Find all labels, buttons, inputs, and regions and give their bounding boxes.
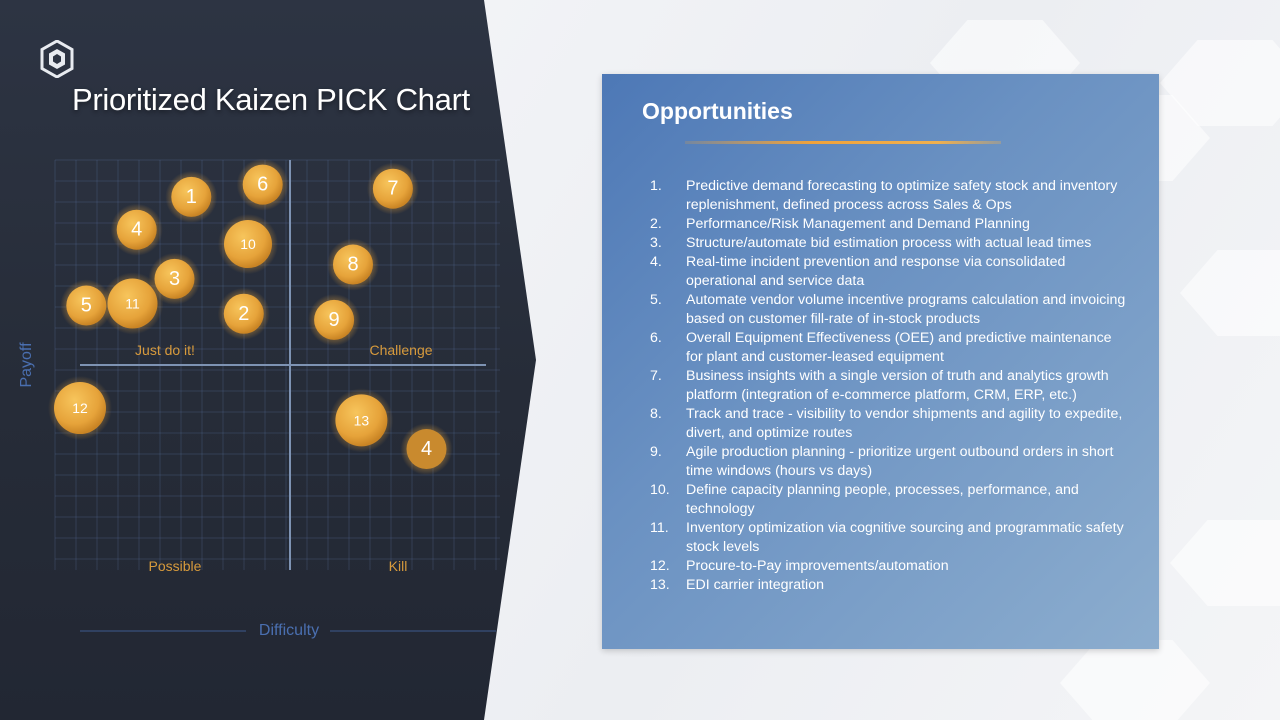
opportunity-text: Procure-to-Pay improvements/automation [686,558,949,574]
quadrant-label-kill: Kill [389,558,408,574]
bubble-circle [171,176,212,217]
opportunity-number: 8. [650,406,662,422]
bubble-label: 7 [387,178,398,200]
bubble-label: 11 [125,296,140,312]
opportunity-text: Define capacity planning people, process… [686,482,1079,517]
bubble-1: 1 [165,170,218,223]
bubble-label: 8 [347,254,358,276]
bubble-circle [335,394,388,447]
opportunity-item: 3. Structure/automate bid estimation proc… [650,234,1130,253]
bubble-label: 6 [257,174,268,196]
bubble-5: 5 [60,279,113,332]
opportunity-item: 4. Real-time incident prevention and resp… [650,253,1130,291]
opportunity-text: Track and trace - visibility to vendor s… [686,406,1123,441]
opportunity-number: 7. [650,368,662,384]
slide-title: Prioritized Kaizen PICK Chart [72,82,470,117]
bubble-7: 7 [366,162,419,215]
opportunity-number: 1. [650,178,662,194]
opportunity-text: Overall Equipment Effectiveness (OEE) an… [686,330,1112,365]
opportunity-text: Real-time incident prevention and respon… [686,254,1066,289]
bubble-4: 4 [110,203,163,256]
opportunity-item: 7. Business insights with a single versio… [650,367,1130,405]
bubble-label: 4 [131,219,142,241]
opportunity-text: Business insights with a single version … [686,368,1109,403]
pick-chart: Just do it! Challenge Possible Kill Diff… [18,158,500,639]
opportunity-number: 2. [650,216,662,232]
opportunity-number: 10. [650,482,670,498]
bubble-circle [224,220,272,269]
opportunity-number: 12. [650,558,670,574]
opportunity-text: Structure/automate bid estimation proces… [686,235,1092,251]
bubble-circle [116,209,157,250]
opportunity-item: 5. Automate vendor volume incentive progr… [650,291,1130,329]
bubble-circle [406,429,447,470]
bubble-12: 12 [48,376,112,441]
opportunity-item: 11. Inventory optimization via cognitive … [650,519,1130,557]
opportunity-number: 11. [650,520,669,536]
bubble-circle [372,168,413,209]
bubble-4: 4 [400,423,453,476]
background-hexagon [1180,250,1280,336]
background-hexagon [1060,640,1210,720]
bubble-circle [154,258,195,299]
opportunity-item: 1. Predictive demand forecasting to optim… [650,177,1130,215]
bubble-8: 8 [327,238,379,291]
bubble-label: 5 [81,295,92,317]
bubble-13: 13 [329,388,394,453]
opportunity-item: 13. EDI carrier integration [650,576,1130,595]
opportunity-item: 9. Agile production planning - prioritize… [650,443,1130,481]
chart-panel [0,0,536,720]
bubble-label: 2 [238,303,249,325]
bubble-circle [223,293,264,334]
bubble-label: 12 [72,400,88,416]
opportunity-number: 4. [650,254,662,270]
opportunity-item: 10. Define capacity planning people, proc… [650,481,1130,519]
bubble-11: 11 [101,272,164,335]
bubble-circle [333,244,373,285]
bubble-9: 9 [308,293,361,346]
opportunity-item: 6. Overall Equipment Effectiveness (OEE) … [650,329,1130,367]
opportunity-number: 3. [650,235,662,251]
quadrant-label-just-do-it: Just do it! [135,342,195,358]
opportunity-number: 9. [650,444,662,460]
bubble-circle [314,299,355,340]
opportunity-text: EDI carrier integration [686,577,824,593]
opportunity-text: Inventory optimization via cognitive sou… [686,520,1124,555]
background-hexagon [1170,520,1280,606]
opportunity-text: Predictive demand forecasting to optimiz… [686,178,1118,213]
bubble-6: 6 [236,158,289,211]
quadrant-label-challenge: Challenge [369,342,432,358]
bubble-circle [242,164,283,205]
bubble-10: 10 [218,214,278,275]
bubble-2: 2 [217,287,270,340]
opportunity-number: 6. [650,330,662,346]
y-axis-label: Payoff [18,342,35,388]
bubble-label: 3 [169,268,180,290]
bubble-label: 1 [186,186,197,208]
opportunity-text: Performance/Risk Management and Demand P… [686,216,1030,232]
opportunities-list: 1. Predictive demand forecasting to optim… [650,177,1130,595]
opportunity-item: 12. Procure-to-Pay improvements/automatio… [650,557,1130,576]
quadrant-label-possible: Possible [149,558,202,574]
opportunity-text: Agile production planning - prioritize u… [686,444,1114,479]
chart-bubbles: 1 6 7 4 10 8 3 5 11 2 9 12 13 4 [48,158,453,476]
opportunities-title: Opportunities [642,98,793,124]
bubble-label: 10 [240,236,256,252]
bubble-circle [54,382,106,435]
bubble-circle [66,285,107,326]
opportunity-number: 5. [650,292,662,308]
opportunity-item: 2. Performance/Risk Management and Demand… [650,215,1130,234]
bubble-label: 9 [329,309,340,331]
opportunities-card: Opportunities 1. Predictive demand foreca… [602,74,1159,649]
opportunity-number: 13. [650,577,670,593]
bubble-label: 13 [354,412,370,428]
bubble-circle [107,278,158,329]
bubble-label: 4 [421,438,432,460]
opportunity-item: 8. Track and trace - visibility to vendor… [650,405,1130,443]
title-underline [685,141,1001,144]
bubble-3: 3 [148,252,201,305]
company-logo-icon [40,40,74,78]
opportunity-text: Automate vendor volume incentive program… [686,292,1126,327]
x-axis-label: Difficulty [259,622,319,639]
